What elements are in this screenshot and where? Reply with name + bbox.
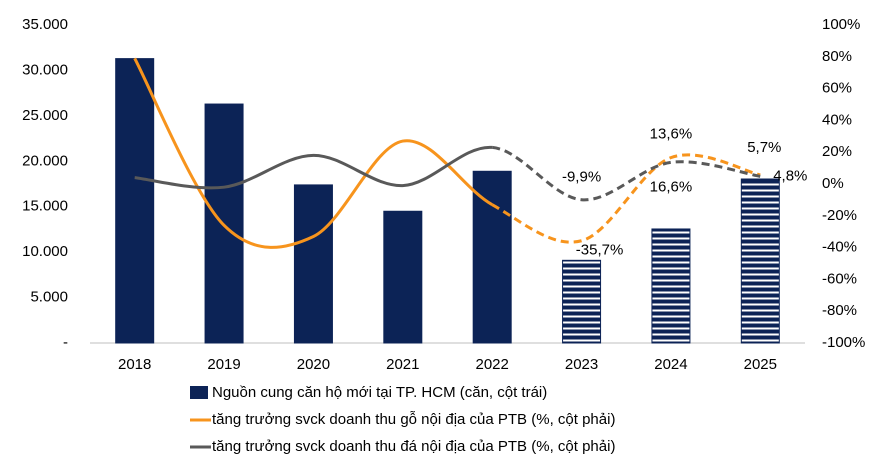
legend-label: Nguồn cung căn hộ mới tại TP. HCM (căn, … — [212, 384, 547, 401]
y-tick-label: 15.000 — [22, 198, 68, 215]
data-label: -35,7% — [576, 242, 624, 259]
y-tick-label: 20.000 — [22, 152, 68, 169]
bar — [562, 259, 602, 344]
y2-tick-label: -80% — [822, 302, 857, 319]
y2-tick-label: 80% — [822, 48, 852, 65]
bar — [472, 170, 512, 344]
line-forecast — [491, 153, 761, 244]
line-forecast — [491, 145, 761, 202]
bar — [115, 58, 155, 344]
line — [134, 145, 493, 190]
legend-label: tăng trưởng svck doanh thu đá nội địa củ… — [212, 438, 615, 455]
y-tick-label: 10.000 — [22, 243, 68, 260]
data-label: 5,7% — [747, 139, 781, 156]
y2-tick-label: -40% — [822, 239, 857, 256]
x-tick-label: 2024 — [654, 356, 687, 373]
data-label: 16,6% — [650, 179, 693, 196]
bar — [651, 228, 691, 344]
y-tick-label: 30.000 — [22, 61, 68, 78]
x-tick-label: 2021 — [386, 356, 419, 373]
data-label: -9,9% — [562, 169, 601, 186]
x-tick-label: 2020 — [297, 356, 330, 373]
data-label: 13,6% — [650, 125, 693, 142]
y-tick-label: 5.000 — [30, 289, 68, 306]
x-tick-label: 2019 — [207, 356, 240, 373]
x-tick-label: 2023 — [565, 356, 598, 373]
y2-tick-label: 100% — [822, 16, 860, 33]
line — [133, 57, 493, 249]
y2-tick-label: -20% — [822, 207, 857, 224]
y2-tick-label: 40% — [822, 111, 852, 128]
legend-swatch — [190, 386, 208, 399]
y2-tick-label: -60% — [822, 270, 857, 287]
y-tick-label: 25.000 — [22, 107, 68, 124]
y2-tick-label: 0% — [822, 175, 844, 192]
bar — [293, 184, 333, 344]
x-tick-label: 2018 — [118, 356, 151, 373]
x-tick-label: 2022 — [476, 356, 509, 373]
bar — [383, 210, 423, 344]
x-tick-label: 2025 — [744, 356, 777, 373]
y-tick-label: - — [63, 334, 68, 351]
y2-tick-label: -100% — [822, 334, 865, 351]
bar — [740, 178, 780, 344]
legend-label: tăng trưởng svck doanh thu gỗ nội địa củ… — [212, 411, 615, 428]
y-tick-label: 35.000 — [22, 16, 68, 33]
y2-tick-label: 60% — [822, 80, 852, 97]
y2-tick-label: 20% — [822, 143, 852, 160]
data-label: 4,8% — [773, 167, 807, 184]
